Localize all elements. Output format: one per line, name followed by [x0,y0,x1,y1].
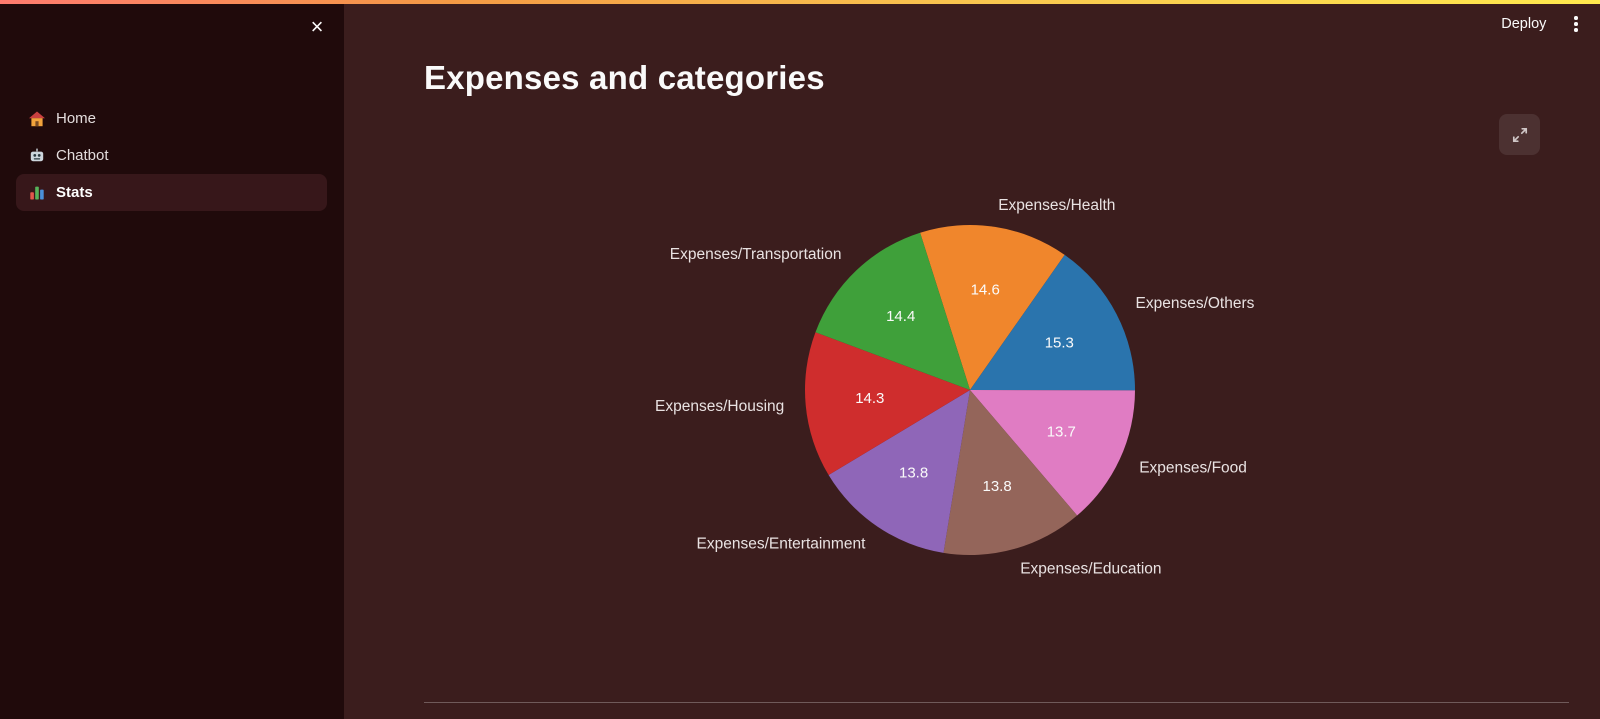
pie-value-label: 13.7 [1047,423,1076,440]
fullscreen-expand-button[interactable] [1499,114,1540,155]
stats-icon [28,184,46,202]
sidebar-item-label: Stats [56,184,93,201]
pie-category-label: Expenses/Housing [655,398,784,415]
pie-slice-education [943,390,1078,556]
pie-value-label: 13.8 [982,478,1011,495]
sidebar-item-home[interactable]: Home [16,100,327,137]
sidebar-item-stats[interactable]: Stats [16,174,327,211]
content-divider [424,702,1569,703]
sidebar-close-button[interactable]: × [302,12,332,42]
pie-value-label: 14.6 [971,281,1000,298]
pie-category-label: Expenses/Entertainment [697,535,867,552]
pie-slice-health [920,224,1065,390]
pie-chart: 14.6 Expenses/Health 15.3 Expenses/Others 13… [655,197,1255,578]
kebab-menu-icon[interactable] [1568,12,1584,36]
sidebar-item-chatbot[interactable]: Chatbot [16,137,327,174]
sidebar: × Home Chatbot Stats [0,0,344,719]
pie-slice-housing [804,332,970,476]
pie-slice-food [970,390,1135,516]
pie-slice-entertainment [828,390,970,553]
pie-category-label: Expenses/Health [998,197,1115,214]
pie-slice-others [970,254,1136,391]
sidebar-nav: Home Chatbot Stats [16,100,327,211]
status-decoration-bar [0,0,1600,4]
header-actions: Deploy [1501,12,1584,36]
home-icon [28,110,46,128]
pie-category-label: Expenses/Food [1139,459,1247,476]
pie-value-label: 15.3 [1045,335,1074,352]
pie-value-label: 14.4 [886,308,915,325]
pie-value-label: 13.8 [899,464,928,481]
deploy-button[interactable]: Deploy [1501,15,1547,32]
pie-value-label: 14.3 [855,390,884,407]
expand-icon [1512,127,1527,142]
close-icon: × [310,14,324,39]
sidebar-item-label: Chatbot [56,147,109,164]
pie-category-label: Expenses/Education [1020,561,1161,578]
page-title: Expenses and categories [424,59,825,96]
robot-icon [28,147,46,165]
pie-slice-transportation [815,232,970,390]
pie-category-label: Expenses/Transportation [670,246,842,263]
pie-category-label: Expenses/Others [1136,295,1255,312]
sidebar-item-label: Home [56,110,97,127]
